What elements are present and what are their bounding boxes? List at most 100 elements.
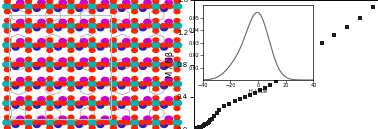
Circle shape [24,119,33,126]
Circle shape [88,42,97,48]
Circle shape [39,82,45,86]
Circle shape [174,48,180,52]
Circle shape [47,29,53,33]
Point [203,123,209,125]
Circle shape [45,100,54,106]
Circle shape [54,62,60,67]
Circle shape [3,100,12,106]
Circle shape [24,81,33,87]
Point [198,126,204,128]
Point [237,98,243,100]
Circle shape [101,97,109,102]
Point [201,124,207,126]
Circle shape [18,82,24,86]
Circle shape [26,38,31,42]
Circle shape [89,106,95,110]
Circle shape [60,43,67,47]
Circle shape [144,39,151,44]
Circle shape [80,19,88,25]
Circle shape [110,126,116,129]
Circle shape [34,26,40,31]
Circle shape [89,48,95,52]
Circle shape [68,126,74,129]
Circle shape [38,19,45,25]
Point [192,128,198,129]
Circle shape [12,120,18,125]
Circle shape [68,19,74,23]
Circle shape [55,7,61,11]
Circle shape [97,45,104,50]
Circle shape [124,43,130,47]
Circle shape [39,4,45,9]
Circle shape [153,0,159,3]
Circle shape [88,81,97,87]
Circle shape [110,48,116,52]
Circle shape [146,82,151,86]
Circle shape [18,24,24,28]
Point [206,120,212,123]
Point [357,17,363,19]
Circle shape [76,62,81,67]
Circle shape [160,43,166,47]
Circle shape [33,43,39,47]
Point [306,50,312,52]
Circle shape [5,126,10,129]
Circle shape [139,120,145,125]
Circle shape [88,3,97,10]
Circle shape [97,26,104,31]
Circle shape [26,96,31,100]
Circle shape [103,24,109,28]
Circle shape [109,119,118,126]
Circle shape [89,115,95,119]
Circle shape [110,38,116,42]
Circle shape [68,87,74,91]
Circle shape [151,42,160,48]
Circle shape [59,116,67,121]
Circle shape [172,23,181,29]
Circle shape [38,77,45,83]
Point [332,34,338,36]
Circle shape [160,24,166,28]
Circle shape [139,45,146,50]
Circle shape [97,24,102,28]
Circle shape [110,87,116,91]
Point [252,92,258,94]
Circle shape [47,10,53,14]
Circle shape [47,115,53,119]
Circle shape [89,19,95,23]
Point [191,128,197,129]
Circle shape [76,123,83,127]
Circle shape [12,101,18,105]
Circle shape [101,77,109,83]
Point [247,94,253,96]
Circle shape [124,101,130,105]
Circle shape [130,23,139,29]
Circle shape [68,38,74,42]
Circle shape [45,3,54,10]
Circle shape [167,101,173,105]
Circle shape [122,97,130,102]
Circle shape [132,10,138,14]
Circle shape [55,123,61,127]
Circle shape [103,43,109,47]
Circle shape [139,82,145,86]
Point [273,80,279,82]
Circle shape [165,39,172,44]
Circle shape [5,57,10,61]
Circle shape [130,61,139,68]
Circle shape [38,58,45,63]
Circle shape [122,19,130,25]
Circle shape [118,26,125,31]
Circle shape [160,4,166,9]
Circle shape [161,45,167,50]
Circle shape [160,120,166,125]
Circle shape [172,3,181,10]
Circle shape [144,19,151,25]
Point [209,118,215,120]
Circle shape [18,101,24,105]
Bar [9,15,111,119]
Circle shape [144,58,151,63]
Circle shape [12,123,19,127]
Circle shape [97,84,104,89]
Circle shape [47,126,53,129]
